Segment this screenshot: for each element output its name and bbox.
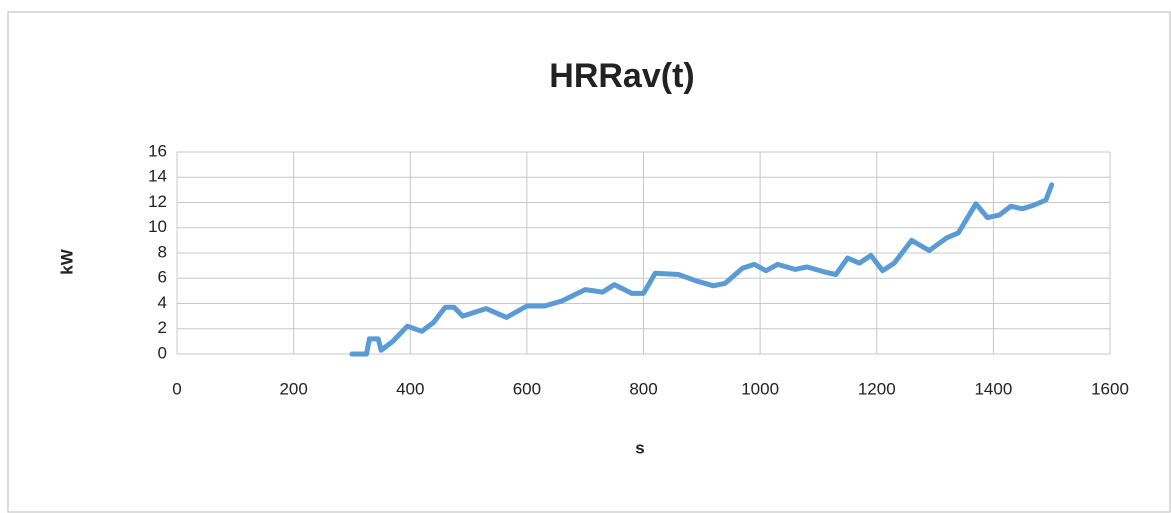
y-tick-label: 2 xyxy=(158,318,167,337)
y-tick-label: 14 xyxy=(148,167,167,186)
x-tick-label: 1200 xyxy=(858,379,896,398)
x-axis-label: s xyxy=(635,438,644,457)
x-tick-label: 1400 xyxy=(974,379,1012,398)
data-line xyxy=(349,182,1055,357)
y-axis-label: kW xyxy=(57,248,76,274)
y-tick-label: 4 xyxy=(158,293,167,312)
x-tick-label: 1000 xyxy=(741,379,779,398)
x-tick-label: 0 xyxy=(172,379,181,398)
y-tick-label: 16 xyxy=(148,141,167,160)
y-tick-label: 0 xyxy=(158,343,167,362)
x-tick-label: 400 xyxy=(396,379,424,398)
chart-frame xyxy=(7,11,1171,513)
y-tick-label: 10 xyxy=(148,217,167,236)
x-tick-label: 600 xyxy=(513,379,541,398)
chart-title: HRRav(t) xyxy=(549,57,694,95)
x-tick-label: 800 xyxy=(629,379,657,398)
x-tick-label: 200 xyxy=(279,379,307,398)
y-tick-label: 6 xyxy=(158,268,167,287)
x-tick-label: 1600 xyxy=(1091,379,1129,398)
y-tick-label: 8 xyxy=(158,242,167,261)
y-tick-label: 12 xyxy=(148,192,167,211)
